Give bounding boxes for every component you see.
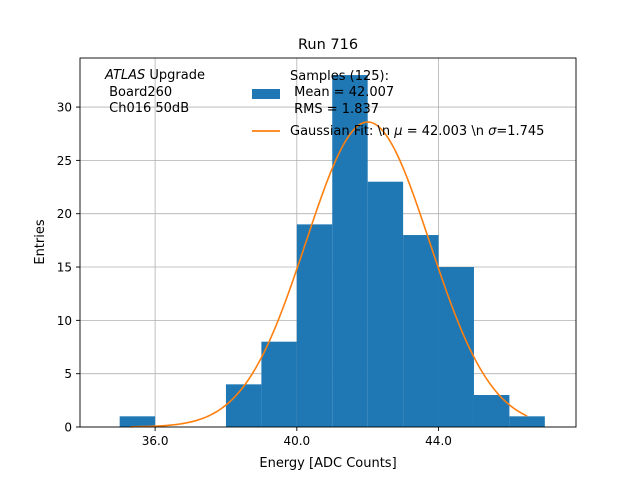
legend: Samples (125): Mean = 42.007 RMS = 1.837…: [252, 69, 544, 139]
histogram-bars: [119, 75, 545, 427]
histogram-bar: [367, 181, 404, 427]
gaussian-fit: [130, 121, 528, 428]
y-axis-label: Entries: [33, 219, 48, 265]
histogram-bar: [509, 416, 545, 427]
x-tick-label: 40.0: [283, 434, 310, 448]
legend-fit-prefix: Gaussian Fit: \n: [290, 124, 394, 139]
y-tick-label: 25: [57, 154, 72, 168]
fit-curve: [130, 121, 528, 428]
histogram-bar: [261, 341, 297, 427]
legend-fit-middle: = 42.003 \n: [403, 124, 489, 139]
histogram-bar: [119, 416, 156, 427]
atlas-label: ATLAS: [104, 68, 145, 83]
legend-hist-line-1: Samples (125):: [290, 69, 389, 84]
y-tick-label: 20: [57, 207, 72, 221]
y-tick-label: 10: [57, 314, 72, 328]
chart-title: Run 716: [298, 37, 358, 53]
legend-hist-line-2: Mean = 42.007: [290, 85, 394, 100]
annotation-line-1: ATLAS Upgrade: [104, 68, 205, 83]
legend-hist-line-3: RMS = 1.837: [290, 102, 379, 117]
legend-fit-suffix: =1.745: [496, 124, 544, 139]
legend-fit-mu: μ: [393, 124, 402, 139]
x-tick-label: 36.0: [142, 434, 169, 448]
y-tick-label: 5: [64, 367, 72, 381]
legend-fit-label: Gaussian Fit: \n μ = 42.003 \n σ=1.745: [290, 124, 544, 139]
y-tick-label: 30: [57, 101, 72, 115]
axes: 36.0 40.0 44.0 0 5 10 15 20 25 30: [57, 101, 452, 448]
legend-hist-swatch: [252, 89, 280, 99]
x-tick-label: 44.0: [425, 434, 452, 448]
legend-fit-sigma: σ: [488, 124, 497, 139]
annotation-line-3: Ch016 50dB: [105, 101, 189, 116]
histogram-bar: [403, 235, 439, 427]
histogram-bar: [296, 224, 333, 427]
upgrade-label: Upgrade: [145, 68, 205, 83]
x-axis-label: Energy [ADC Counts]: [259, 456, 396, 471]
y-tick-label: 15: [57, 261, 72, 275]
y-tick-label: 0: [64, 421, 72, 435]
plot-frame: [79, 57, 577, 428]
annotation-line-2: Board260: [105, 85, 172, 100]
atlas-annotation: ATLAS Upgrade Board260 Ch016 50dB: [104, 68, 205, 116]
histogram-bar: [225, 384, 262, 427]
